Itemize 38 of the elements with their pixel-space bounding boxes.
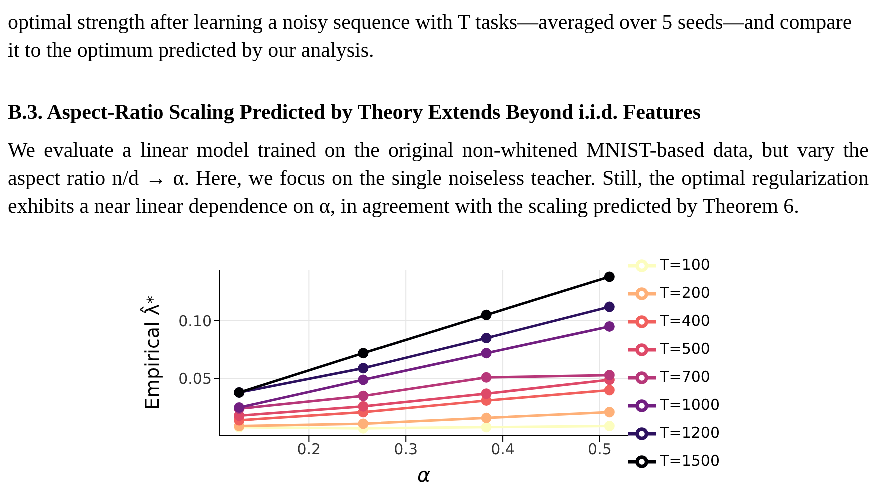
legend-label: T=500 xyxy=(660,340,710,358)
x-tick-label: 0.4 xyxy=(491,440,515,459)
point xyxy=(358,418,369,430)
point xyxy=(604,302,615,312)
point xyxy=(604,321,615,332)
x-tick-label: 0.5 xyxy=(588,440,612,459)
x-axis-title: α xyxy=(417,463,431,487)
legend-label: T=700 xyxy=(660,368,710,386)
point xyxy=(604,370,615,381)
point xyxy=(481,422,492,433)
chart-title: B.3. Aspect-Ratio Scaling Predicted by Theory Extends Beyond i.i.d. Features xyxy=(8,99,702,126)
point xyxy=(604,407,615,418)
chart-subtitle: We evaluate a linear model trained on the original non-whitened MNIST-based data, but vary the aspect ratio n/d → α. Here, we focus on the single noiseless teacher. Still, the optimal regularization exhibits a near linear dependence on α, in agreement with the scaling predicted by Theorem 6. xyxy=(8,137,869,220)
point xyxy=(358,374,369,386)
x-tick-label: 0.3 xyxy=(394,440,418,459)
legend-label: T=1000 xyxy=(660,396,720,414)
y-tick-label: 0.05 xyxy=(178,370,212,388)
point xyxy=(358,390,369,402)
legend-label: T=200 xyxy=(660,284,710,302)
point xyxy=(481,388,492,400)
legend-label: T=100 xyxy=(660,256,710,274)
point xyxy=(481,372,492,383)
point xyxy=(481,333,492,344)
y-tick-label: 0.10 xyxy=(178,312,212,330)
text: optimal strength after learning a noisy sequence with T tasks—averaged over 5 seeds—and compare it to the optimum predicted by our analysis. xyxy=(8,9,854,64)
point xyxy=(358,401,369,412)
point xyxy=(358,363,369,374)
point xyxy=(481,412,492,424)
point xyxy=(604,272,615,282)
point xyxy=(604,385,615,396)
legend-label: T=400 xyxy=(660,312,710,330)
point xyxy=(481,310,492,320)
point xyxy=(358,348,369,359)
point xyxy=(481,348,492,359)
legend-label: T=1200 xyxy=(660,424,720,442)
legend-label: T=1500 xyxy=(660,452,720,470)
point xyxy=(604,421,615,432)
x-tick-label: 0.2 xyxy=(297,440,322,459)
